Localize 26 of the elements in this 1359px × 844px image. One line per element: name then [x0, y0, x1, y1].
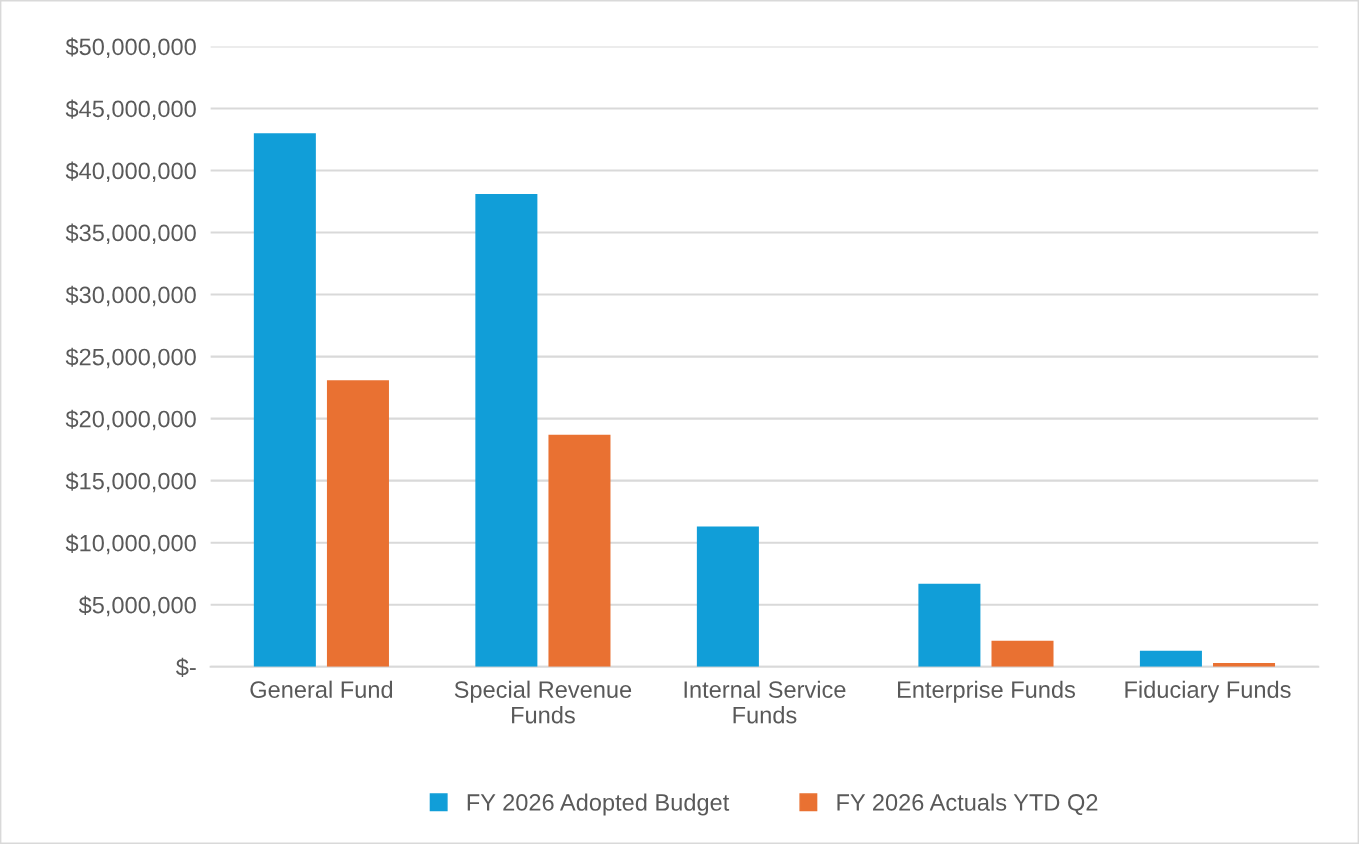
bar: [253, 133, 316, 667]
bar: [696, 526, 759, 667]
y-tick-label: $5,000,000: [78, 595, 196, 617]
bar: [475, 194, 538, 667]
y-tick-label: $10,000,000: [65, 533, 196, 555]
x-tick-label: Fiduciary Funds: [1125, 680, 1291, 703]
y-tick-label: $30,000,000: [65, 285, 196, 307]
bar: [1139, 650, 1202, 667]
x-tick-label: General Fund: [250, 680, 393, 698]
x-tick-label: Internal Service Funds: [684, 680, 846, 724]
bar: [918, 583, 981, 667]
bar: [548, 434, 611, 667]
y-tick-label: $15,000,000: [65, 471, 196, 493]
y-tick-label: $50,000,000: [65, 37, 196, 58]
bar: [326, 380, 389, 667]
bar: [991, 640, 1054, 667]
x-tick-label: Enterprise Funds: [898, 680, 1075, 703]
y-tick-label: $25,000,000: [65, 347, 196, 369]
legend-label: FY 2026 Adopted Budget: [467, 793, 730, 816]
x-tick-label: Special Revenue Funds: [454, 680, 632, 724]
y-tick-label: $20,000,000: [65, 409, 196, 431]
legend-label: FY 2026 Actuals YTD Q2: [837, 793, 1098, 816]
y-tick-label: $45,000,000: [65, 99, 196, 121]
y-tick-label: $-: [176, 657, 196, 677]
y-tick-label: $40,000,000: [65, 161, 196, 183]
y-tick-label: $35,000,000: [65, 223, 196, 245]
